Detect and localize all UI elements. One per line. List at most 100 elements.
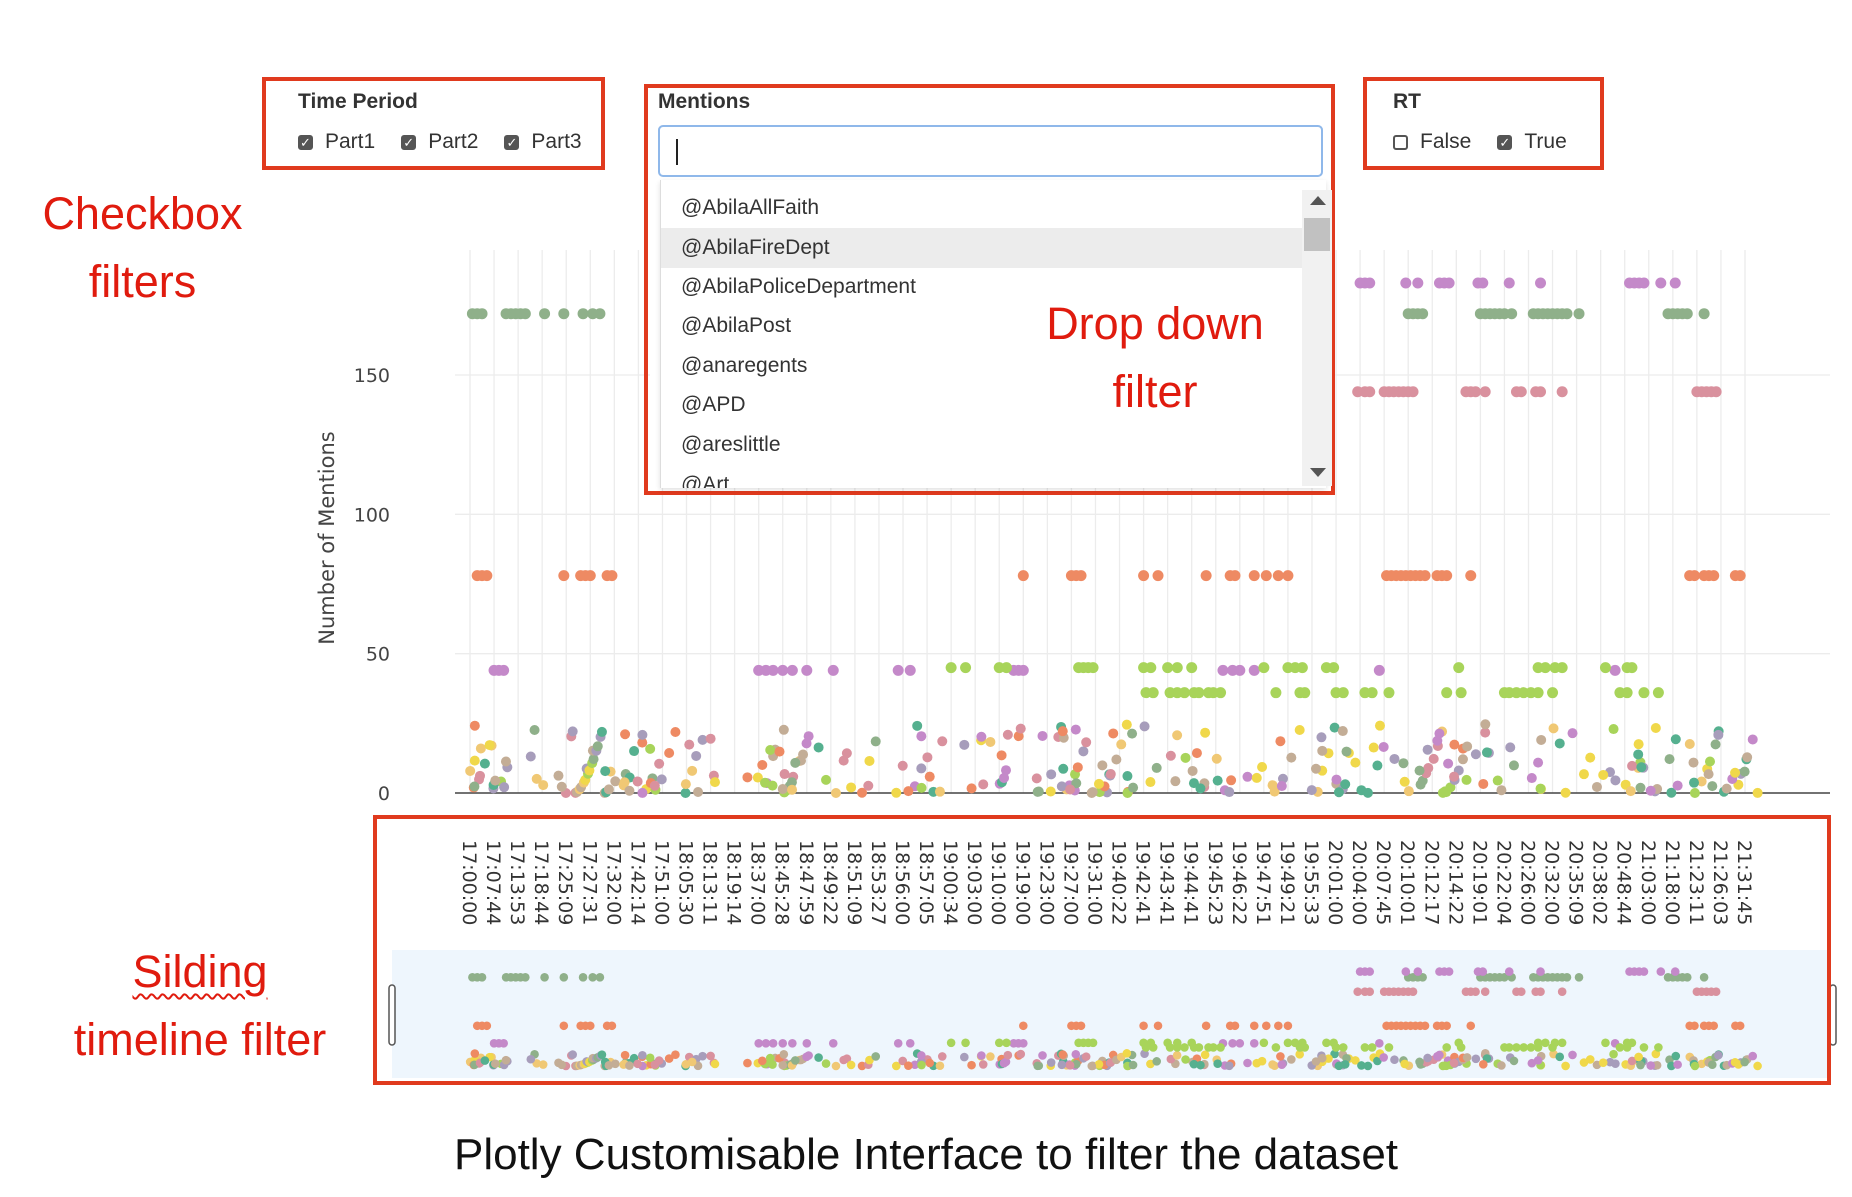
slider-point — [1324, 1054, 1333, 1063]
slider-point — [1094, 1060, 1104, 1069]
data-point — [1556, 386, 1568, 398]
checkbox-part2-label: Part2 — [428, 130, 479, 153]
range-slider[interactable] — [388, 950, 1837, 1078]
mentions-option[interactable]: @AbilaAllFaith — [681, 196, 820, 219]
data-point — [1707, 781, 1718, 792]
data-point — [1721, 783, 1732, 794]
checkbox-true[interactable]: ✓ True — [1497, 130, 1592, 154]
data-point — [539, 308, 551, 320]
data-point — [475, 770, 486, 781]
mentions-option[interactable]: @APD — [681, 393, 746, 416]
data-point — [1561, 308, 1573, 320]
data-point — [1610, 775, 1621, 786]
slider-point — [1651, 1049, 1661, 1059]
data-point — [779, 769, 790, 780]
slider-point — [1652, 1060, 1662, 1070]
data-point — [1248, 570, 1260, 582]
data-point — [1422, 744, 1433, 755]
slider-point — [821, 1059, 831, 1068]
checkbox-part3[interactable]: ✓ Part3 — [504, 130, 607, 154]
slider-point — [754, 1039, 763, 1048]
checkbox-part3-label: Part3 — [531, 130, 582, 153]
checkbox-part2[interactable]: ✓ Part2 — [401, 130, 504, 154]
slider-point — [595, 972, 605, 982]
data-point — [1399, 776, 1410, 787]
slider-point — [1046, 1058, 1056, 1067]
data-point — [1710, 386, 1722, 398]
data-point — [1013, 731, 1024, 742]
slider-point — [1636, 1060, 1645, 1070]
slider-point — [1384, 1043, 1394, 1052]
data-point — [1412, 277, 1424, 289]
checkbox-false[interactable]: False — [1393, 130, 1497, 154]
data-point — [1078, 746, 1089, 757]
mentions-option[interactable]: @Art — [681, 473, 730, 488]
x-tick-label: 18:37:00 — [747, 840, 769, 925]
slider-point — [501, 1055, 511, 1065]
data-point — [801, 664, 813, 676]
data-point — [1276, 781, 1287, 792]
mentions-options-list[interactable]: @AbilaAllFaith @AbilaFireDept @AbilaPoli… — [660, 180, 1326, 488]
data-point — [1554, 738, 1565, 749]
scroll-up-arrow-icon[interactable] — [1310, 196, 1326, 205]
data-point — [1398, 758, 1409, 769]
checkbox-part1[interactable]: ✓ Part1 — [298, 130, 401, 154]
data-point — [479, 758, 490, 769]
data-point — [1478, 778, 1489, 789]
time-period-title: Time Period — [298, 90, 418, 113]
mentions-option[interactable]: @areslittle — [681, 433, 781, 456]
data-point — [1681, 308, 1693, 320]
data-point — [624, 785, 635, 796]
dropdown-scroll-thumb[interactable] — [1304, 218, 1330, 251]
mentions-option[interactable]: @AbilaPoliceDepartment — [681, 275, 916, 298]
data-point — [1533, 757, 1544, 768]
slider-point — [1230, 1021, 1240, 1031]
data-point — [1373, 664, 1385, 676]
slider-point — [1598, 1058, 1608, 1067]
slider-point — [1189, 1059, 1199, 1069]
slider-point — [499, 1039, 508, 1048]
data-point — [1455, 687, 1467, 699]
data-point — [752, 772, 763, 783]
slider-point — [710, 1059, 720, 1069]
slider-point — [1714, 1050, 1723, 1060]
x-tick-label: 18:45:28 — [771, 840, 793, 925]
slider-point — [1609, 1049, 1618, 1059]
mentions-search-input[interactable] — [658, 125, 1323, 177]
slider-point — [994, 1038, 1004, 1048]
mentions-option[interactable]: @anaregents — [681, 354, 808, 377]
slider-point — [1081, 1052, 1091, 1061]
x-tick-label: 17:42:14 — [626, 840, 648, 925]
slider-point — [607, 1021, 617, 1031]
mentions-option[interactable]: @AbilaPost — [681, 314, 792, 337]
slider-point — [946, 1038, 956, 1048]
slider-point — [1165, 1043, 1175, 1052]
data-point — [1248, 664, 1260, 676]
data-point — [1710, 739, 1721, 750]
slider-point — [1478, 1060, 1488, 1069]
data-point — [1480, 727, 1491, 738]
data-point — [1272, 570, 1284, 582]
scroll-down-arrow-icon[interactable] — [1310, 468, 1326, 477]
data-point — [1713, 729, 1724, 740]
x-tick-label: 20:35:09 — [1565, 840, 1587, 925]
slider-point — [1536, 987, 1545, 997]
data-point — [1328, 662, 1340, 674]
data-point — [966, 783, 977, 794]
slider-point — [1400, 1059, 1409, 1069]
data-point — [1193, 687, 1205, 699]
data-point — [588, 754, 599, 765]
data-point — [978, 779, 989, 790]
data-point — [1108, 728, 1119, 739]
data-point — [594, 308, 606, 320]
data-point — [1462, 741, 1473, 752]
mentions-option[interactable]: @AbilaFireDept — [661, 228, 1303, 268]
data-point — [1708, 570, 1720, 582]
slider-point — [521, 972, 530, 982]
slider-point — [1730, 1057, 1740, 1067]
x-tick-label: 21:26:03 — [1709, 840, 1731, 925]
slider-point — [1646, 1061, 1656, 1070]
data-point — [1650, 722, 1661, 733]
data-point — [864, 755, 875, 766]
